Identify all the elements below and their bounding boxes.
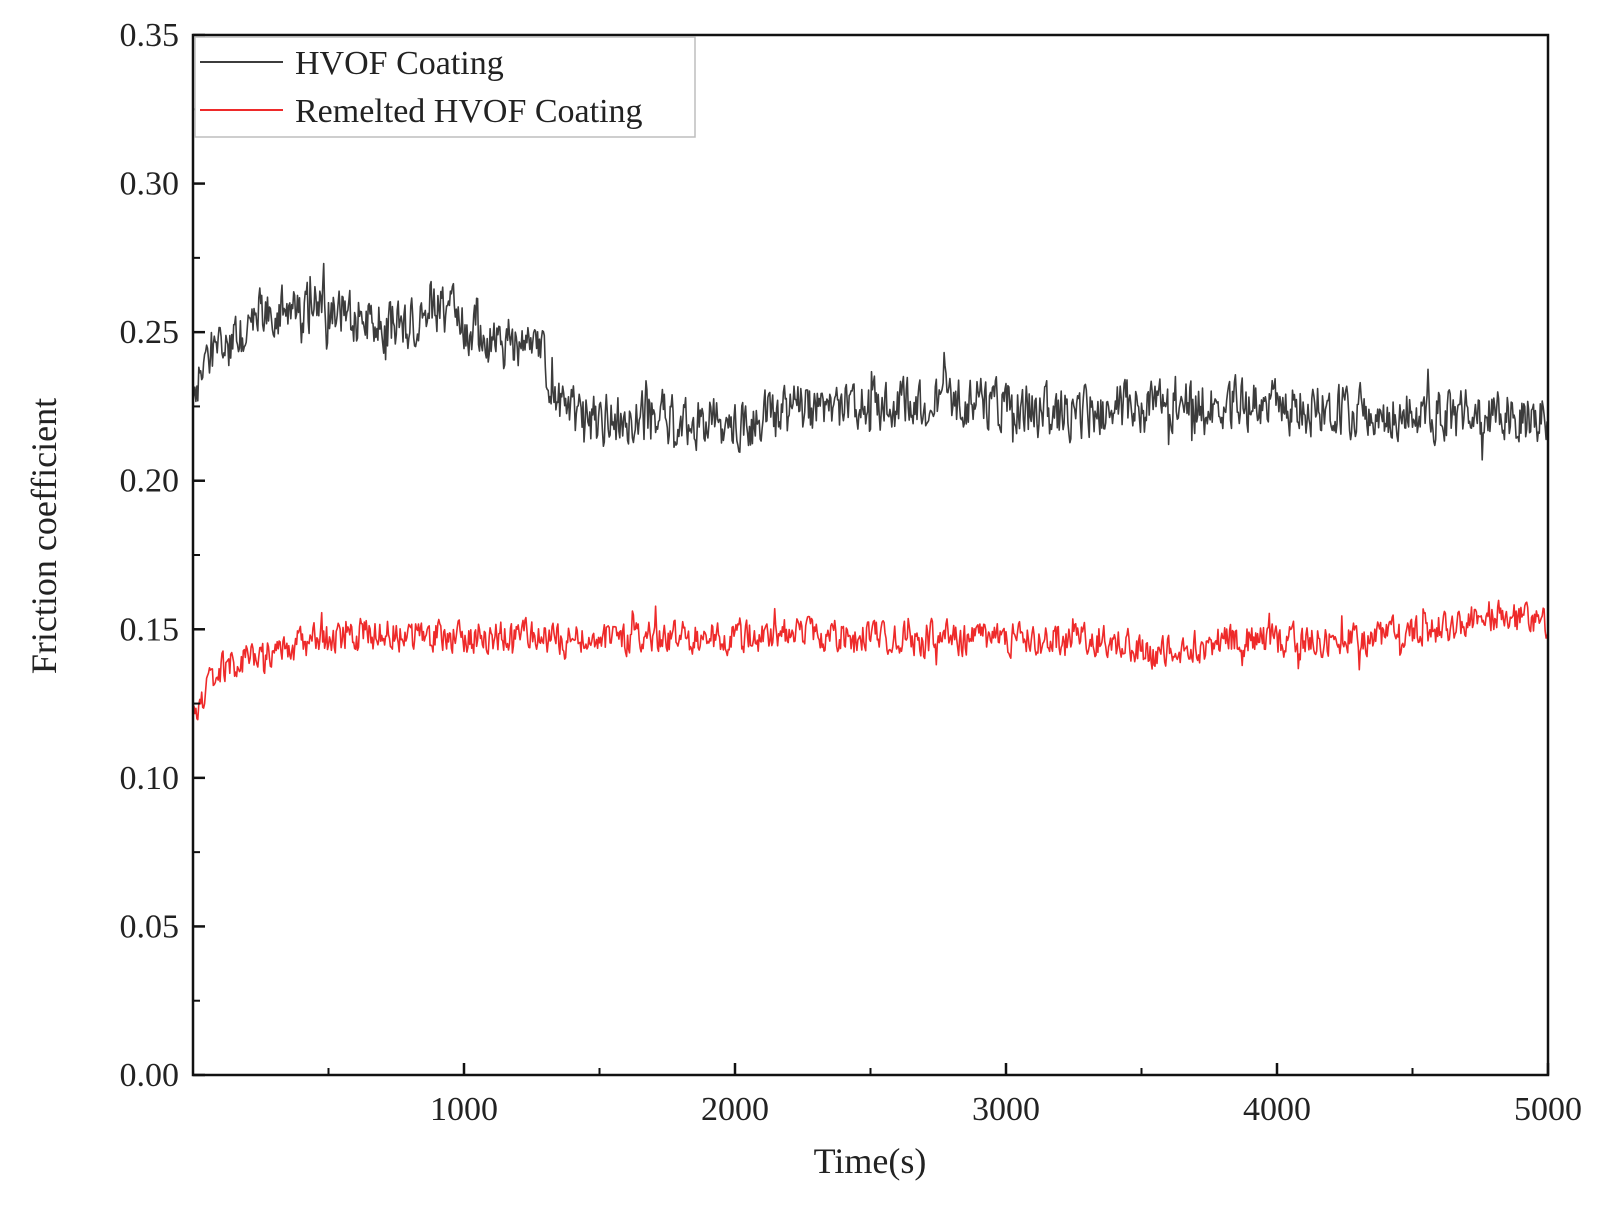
series-layer — [192, 262, 1549, 721]
legend-label-remelted: Remelted HVOF Coating — [295, 93, 643, 130]
y-tick-label: 0.15 — [120, 611, 180, 648]
x-tick-label: 2000 — [701, 1091, 769, 1128]
x-tick-label: 5000 — [1514, 1091, 1582, 1128]
y-tick-label: 0.30 — [120, 166, 180, 203]
x-tick-label: 3000 — [972, 1091, 1040, 1128]
legend: HVOF Coating Remelted HVOF Coating — [194, 36, 696, 138]
y-axis-title: Friction coefficient — [24, 398, 64, 674]
y-tick-label: 0.35 — [120, 17, 180, 54]
y-tick-label: 0.20 — [120, 463, 180, 500]
series-line-hvof — [192, 262, 1549, 461]
y-tick-label: 0.10 — [120, 760, 180, 797]
y-tick-label: 0.25 — [120, 314, 180, 351]
legend-label-hvof: HVOF Coating — [295, 45, 504, 82]
x-axis-title: Time(s) — [814, 1141, 927, 1181]
x-tick-label: 1000 — [430, 1091, 498, 1128]
y-tick-label: 0.05 — [120, 908, 180, 945]
series-line-remelted — [192, 599, 1549, 721]
x-tick-label: 4000 — [1243, 1091, 1311, 1128]
y-tick-label: 0.00 — [120, 1057, 180, 1094]
tick-layer: 0.00 0.05 0.10 0.15 0.20 0.25 0.30 0.35 1000 2000… — [120, 17, 1583, 1128]
legend-box — [194, 36, 696, 138]
